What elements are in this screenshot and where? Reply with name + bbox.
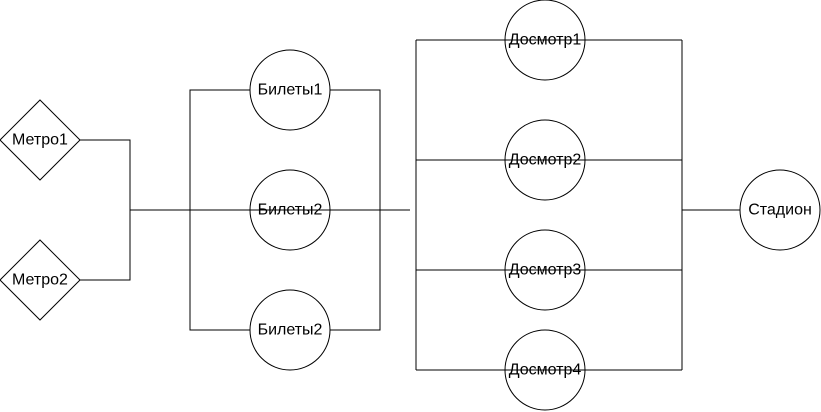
node-bilety2-middle-label: Билеты2 [258, 202, 323, 219]
node-bilety2-bottom-label: Билеты2 [258, 322, 323, 339]
node-dosmotr3: Досмотр3 [504, 229, 586, 311]
node-metro2-shape [0, 239, 81, 321]
node-stadion-shape [739, 169, 821, 251]
node-metro2: Метро2 [0, 239, 81, 321]
node-bilety2-bottom-shape [249, 289, 331, 371]
node-dosmotr2: Досмотр2 [504, 119, 586, 201]
node-bilety1-label: Билеты1 [258, 82, 323, 99]
node-dosmotr4: Досмотр4 [504, 329, 586, 411]
connector-lines [79, 39, 741, 371]
node-stadion-label: Стадион [748, 202, 812, 219]
node-bilety1-shape [249, 49, 331, 131]
node-metro1-label: Метро1 [12, 132, 68, 149]
node-metro1: Метро1 [0, 99, 81, 181]
node-bilety2-middle: Билеты2 [249, 169, 331, 251]
edge-metro2 [79, 210, 131, 281]
node-bilety2-bottom: Билеты2 [249, 289, 331, 371]
node-dosmotr4-label: Досмотр4 [509, 362, 582, 379]
node-metro1-shape [0, 99, 81, 181]
edge-metro1 [79, 139, 131, 210]
node-dosmotr1-label: Досмотр1 [509, 32, 582, 49]
node-dosmotr3-label: Досмотр3 [509, 262, 582, 279]
node-bilety1: Билеты1 [249, 49, 331, 131]
node-dosmotr1: Досмотр1 [504, 0, 586, 81]
node-metro2-label: Метро2 [12, 272, 68, 289]
node-dosmotr2-label: Досмотр2 [509, 152, 582, 169]
node-stadion: Стадион [739, 169, 821, 251]
